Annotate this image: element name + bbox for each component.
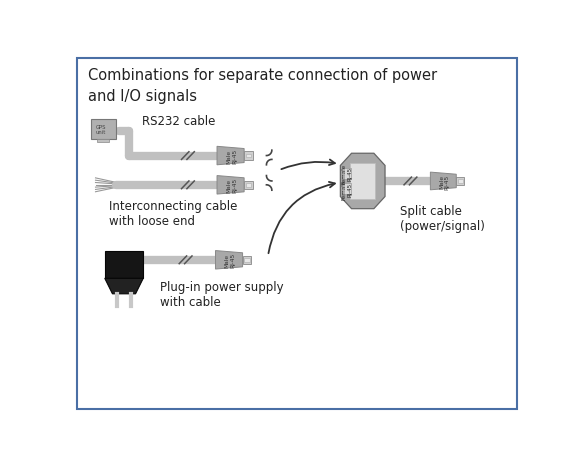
- Text: Combinations for separate connection of power
and I/O signals: Combinations for separate connection of …: [88, 68, 437, 104]
- Text: Male
RJ-45: Male RJ-45: [226, 149, 237, 164]
- Text: Male
RJ-45: Male RJ-45: [224, 253, 235, 268]
- Polygon shape: [244, 181, 252, 189]
- Text: Female
RJ-45: Female RJ-45: [342, 164, 353, 184]
- Text: Split cable
(power/signal): Split cable (power/signal): [400, 205, 485, 232]
- Polygon shape: [340, 154, 385, 209]
- Polygon shape: [246, 183, 251, 187]
- Polygon shape: [244, 152, 252, 160]
- Text: Male
RJ-45: Male RJ-45: [439, 174, 450, 189]
- Text: Interconnecting cable
with loose end: Interconnecting cable with loose end: [108, 200, 237, 228]
- Polygon shape: [342, 169, 351, 179]
- Polygon shape: [458, 180, 463, 183]
- Text: GPS: GPS: [96, 125, 106, 130]
- Text: Plug-in power supply
with cable: Plug-in power supply with cable: [160, 280, 284, 308]
- Text: Female
RJ-45: Female RJ-45: [342, 179, 353, 200]
- Polygon shape: [105, 279, 143, 294]
- Polygon shape: [217, 147, 244, 165]
- Polygon shape: [216, 251, 242, 269]
- Polygon shape: [242, 256, 251, 264]
- Bar: [350, 164, 375, 199]
- Bar: [91, 119, 115, 139]
- Polygon shape: [244, 258, 250, 262]
- Text: RS232 cable: RS232 cable: [142, 115, 215, 128]
- Text: Male
RJ-45: Male RJ-45: [226, 178, 237, 193]
- Polygon shape: [430, 173, 456, 190]
- Bar: [97, 139, 110, 143]
- Polygon shape: [217, 176, 244, 194]
- Polygon shape: [246, 154, 251, 158]
- Text: unit: unit: [96, 130, 106, 135]
- Bar: [105, 251, 143, 279]
- Polygon shape: [456, 178, 465, 186]
- Polygon shape: [342, 184, 351, 194]
